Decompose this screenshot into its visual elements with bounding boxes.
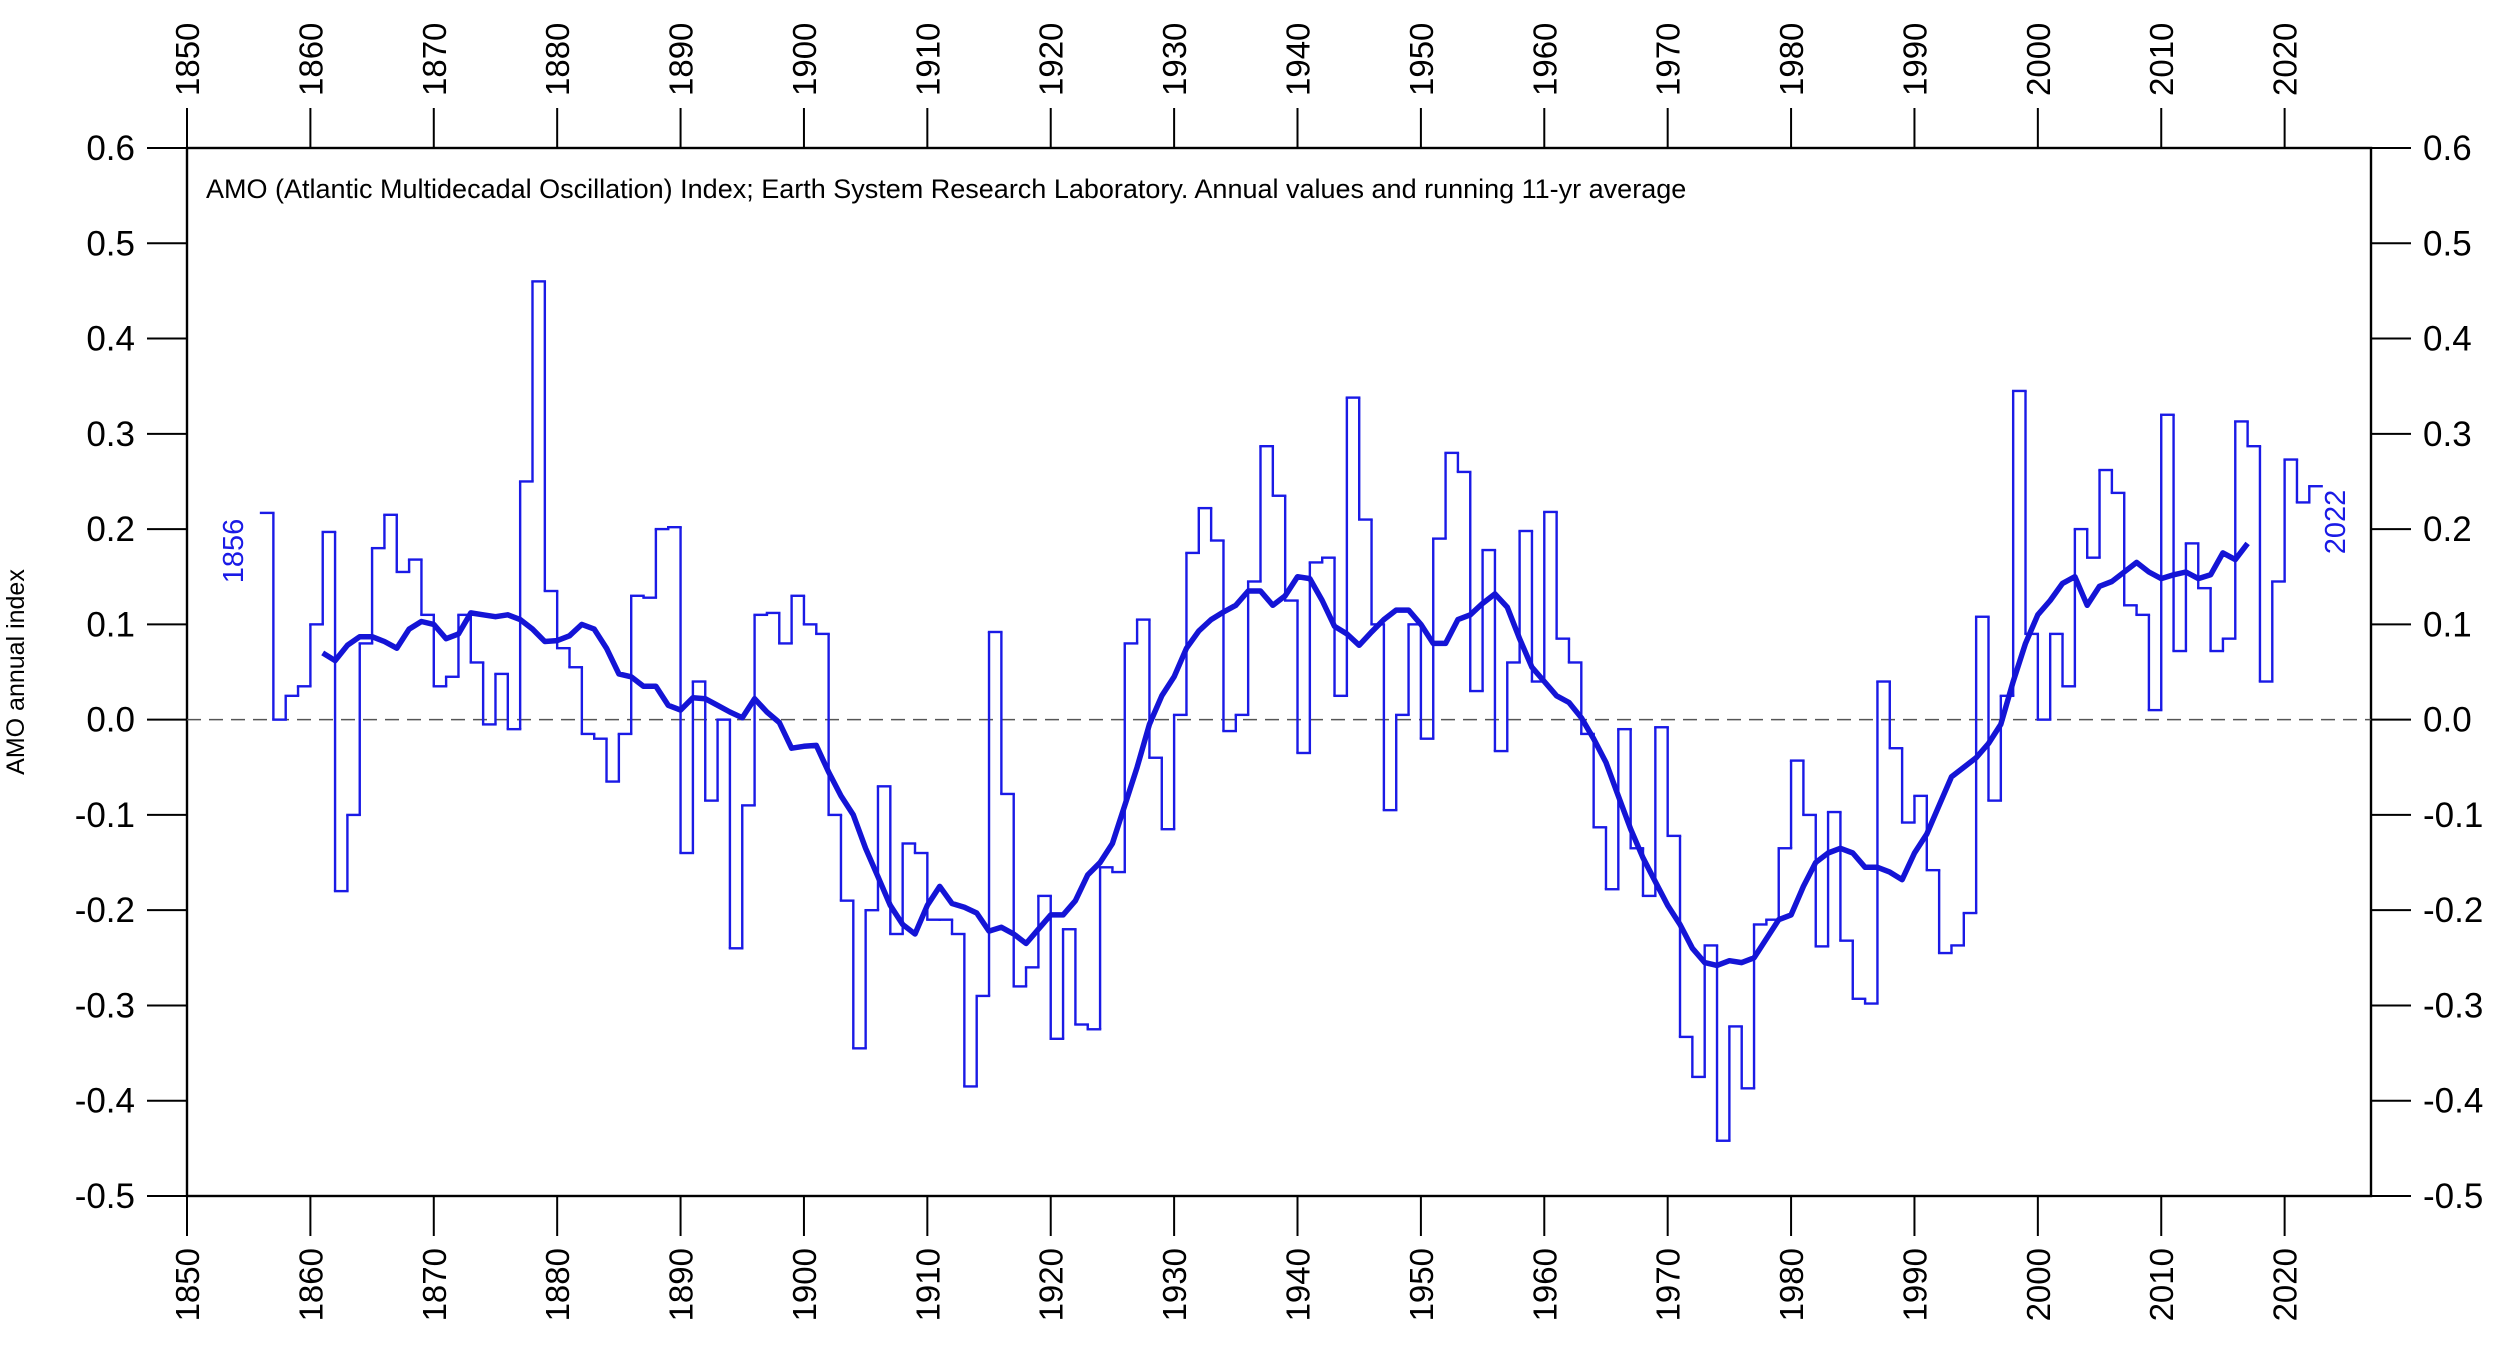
x-tick-label: 1910 [909,1248,946,1321]
y-tick-label: -0.4 [75,1082,135,1121]
y2-tick-label: -0.2 [2423,891,2483,930]
x-tick-label: 1900 [786,1248,823,1321]
y-tick-label: 0.1 [86,605,135,644]
x-top-tick-label: 1870 [416,23,453,96]
x-tick-label: 1890 [663,1248,700,1321]
y-tick-label: 0.2 [86,510,135,549]
x-top-tick-label: 2000 [2020,23,2057,96]
y2-tick-label: 0.0 [2423,701,2472,740]
x-top-tick-label: 2020 [2267,23,2304,96]
x-tick-label: 1990 [1896,1248,1933,1321]
y2-tick-label: 0.4 [2423,320,2472,359]
y2-tick-label: 0.2 [2423,510,2472,549]
y2-tick-label: 0.3 [2423,415,2472,454]
annotation: 1856 [218,519,250,584]
x-tick-label: 1970 [1650,1248,1687,1321]
y-tick-label: -0.1 [75,796,135,835]
y2-tick-label: -0.3 [2423,986,2483,1025]
x-top-tick-label: 1890 [663,23,700,96]
x-tick-label: 1870 [416,1248,453,1321]
x-top-tick-label: 1850 [169,23,206,96]
y-axis-label: AMO annual index [2,569,30,775]
y2-tick-label: -0.5 [2423,1177,2483,1216]
annotation: 2022 [2320,490,2352,555]
plot-frame [185,146,2373,1198]
x-top-tick-label: 1860 [292,23,329,96]
running-average-line [321,541,2250,969]
x-top-tick-label: 2010 [2143,23,2180,96]
y-tick-label: 0.0 [86,701,135,740]
y-tick-label: -0.5 [75,1177,135,1216]
x-top-tick-label: 1910 [909,23,946,96]
x-tick-label: 1930 [1156,1248,1193,1321]
x-top-tick-label: 1920 [1033,23,1070,96]
y2-tick-label: 0.1 [2423,605,2472,644]
x-tick-label: 1880 [539,1248,576,1321]
x-tick-label: 2000 [2020,1248,2057,1321]
y-tick-label: 0.5 [86,224,135,263]
x-tick-label: 2020 [2267,1248,2304,1321]
x-tick-label: 1850 [169,1248,206,1321]
y2-tick-label: 0.5 [2423,224,2472,263]
y-tick-label: 0.4 [86,320,135,359]
x-tick-label: 1980 [1773,1248,1810,1321]
y-tick-label: -0.3 [75,986,135,1025]
x-top-tick-label: 1950 [1403,23,1440,96]
x-tick-label: 2010 [2143,1248,2180,1321]
chart-title: AMO (Atlantic Multidecadal Oscillation) … [206,174,1686,204]
x-top-tick-label: 1960 [1526,23,1563,96]
y-tick-label: -0.2 [75,891,135,930]
x-top-tick-label: 1880 [539,23,576,96]
x-top-tick-label: 1940 [1280,23,1317,96]
y-tick-label: 0.3 [86,415,135,454]
y2-tick-label: -0.1 [2423,796,2483,835]
x-tick-label: 1950 [1403,1248,1440,1321]
y2-tick-label: -0.4 [2423,1082,2483,1121]
y-tick-label: 0.6 [86,129,135,168]
x-tick-label: 1940 [1280,1248,1317,1321]
x-tick-label: 1920 [1033,1248,1070,1321]
x-top-tick-label: 1990 [1896,23,1933,96]
x-tick-label: 1960 [1526,1248,1563,1321]
x-tick-label: 1860 [292,1248,329,1321]
x-top-tick-label: 1980 [1773,23,1810,96]
x-top-tick-label: 1970 [1650,23,1687,96]
x-top-tick-label: 1930 [1156,23,1193,96]
x-top-tick-label: 1900 [786,23,823,96]
y2-tick-label: 0.6 [2423,129,2472,168]
